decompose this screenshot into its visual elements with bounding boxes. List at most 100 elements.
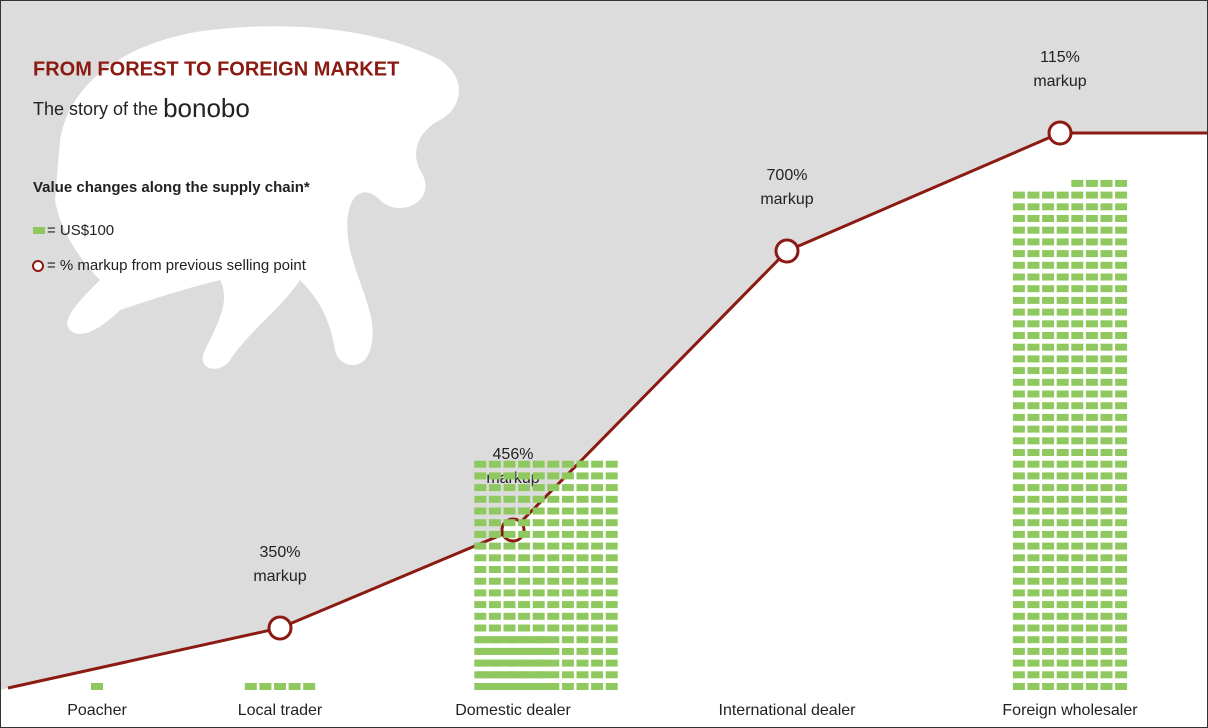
value-square — [1056, 320, 1069, 328]
value-square — [591, 460, 604, 468]
value-square — [503, 554, 516, 562]
value-square — [1027, 425, 1040, 433]
value-square — [1115, 285, 1128, 293]
value-square — [1027, 449, 1040, 456]
value-square — [1115, 449, 1128, 456]
value-square — [1056, 273, 1069, 281]
value-square — [1012, 378, 1025, 386]
value-square — [1071, 601, 1084, 609]
value-square — [591, 542, 604, 550]
value-square — [591, 683, 604, 690]
subtitle-emphasis: bonobo — [163, 93, 250, 123]
value-square — [488, 612, 501, 620]
value-square — [1085, 250, 1098, 258]
value-square — [1085, 507, 1098, 515]
value-square — [605, 659, 618, 667]
markup-label: markup — [1033, 73, 1086, 90]
value-square — [303, 683, 316, 690]
value-square — [1012, 413, 1025, 421]
value-square — [1071, 495, 1084, 503]
value-square — [1071, 554, 1084, 562]
value-square — [1115, 530, 1128, 538]
value-square — [1100, 624, 1113, 632]
value-square — [1027, 378, 1040, 386]
value-square — [1056, 215, 1069, 222]
markup-label: markup — [253, 568, 306, 585]
value-square — [1100, 355, 1113, 363]
chart-title: FROM FOREST TO FOREIGN MARKET — [33, 58, 399, 80]
value-square — [1100, 261, 1113, 269]
value-square — [591, 671, 604, 679]
value-square — [1027, 472, 1040, 480]
value-square — [1027, 226, 1040, 234]
value-square — [547, 624, 560, 632]
value-square — [1027, 320, 1040, 328]
value-square — [503, 624, 516, 632]
value-square — [1012, 390, 1025, 398]
value-square — [1100, 238, 1113, 246]
value-square — [1115, 601, 1128, 609]
value-square — [1027, 683, 1040, 690]
value-square — [503, 507, 516, 515]
value-square — [1012, 296, 1025, 304]
value-square — [474, 577, 487, 585]
value-square — [1056, 378, 1069, 386]
value-square — [1056, 425, 1069, 433]
legend-label: = % markup from previous selling point — [47, 257, 307, 274]
value-square — [244, 683, 257, 690]
value-square — [1115, 624, 1128, 632]
value-square — [591, 554, 604, 562]
value-square — [1012, 460, 1025, 468]
value-square — [1085, 413, 1098, 421]
value-square — [488, 601, 501, 609]
value-square — [1012, 332, 1025, 339]
value-square — [1085, 355, 1098, 363]
value-square — [1056, 285, 1069, 293]
value-square — [576, 601, 589, 609]
value-square — [1085, 472, 1098, 480]
value-square — [474, 542, 487, 550]
value-square — [503, 601, 516, 609]
value-square — [474, 683, 487, 690]
value-square — [1056, 601, 1069, 609]
value-square — [1012, 449, 1025, 456]
value-square — [1100, 437, 1113, 445]
value-square — [532, 566, 545, 573]
value-square — [1071, 659, 1084, 667]
value-square — [1100, 273, 1113, 281]
bar — [244, 683, 316, 690]
bar — [91, 683, 103, 690]
value-square — [1027, 647, 1040, 655]
value-square — [1056, 203, 1069, 211]
value-square — [274, 683, 286, 690]
value-square — [576, 507, 589, 515]
value-square — [532, 671, 545, 679]
value-square — [1042, 554, 1055, 562]
value-square — [1042, 250, 1055, 258]
value-square — [1012, 507, 1025, 515]
value-square — [532, 530, 545, 538]
value-square — [1056, 413, 1069, 421]
value-square — [1115, 647, 1128, 655]
value-square — [591, 647, 604, 655]
value-square — [1085, 261, 1098, 269]
value-square — [591, 601, 604, 609]
value-square — [1071, 566, 1084, 573]
value-square — [1042, 332, 1055, 339]
value-square — [605, 636, 618, 644]
value-square — [1115, 308, 1128, 316]
value-square — [605, 495, 618, 503]
value-square — [1027, 437, 1040, 445]
value-square — [288, 683, 301, 690]
value-square — [1071, 308, 1084, 316]
value-square — [1071, 367, 1084, 375]
value-square — [1056, 472, 1069, 480]
value-square — [1071, 530, 1084, 538]
value-square — [1100, 671, 1113, 679]
value-square — [1027, 566, 1040, 573]
value-square — [1056, 519, 1069, 527]
value-square — [1100, 367, 1113, 375]
value-square — [1056, 683, 1069, 690]
value-square — [1085, 215, 1098, 222]
value-square — [1100, 320, 1113, 328]
